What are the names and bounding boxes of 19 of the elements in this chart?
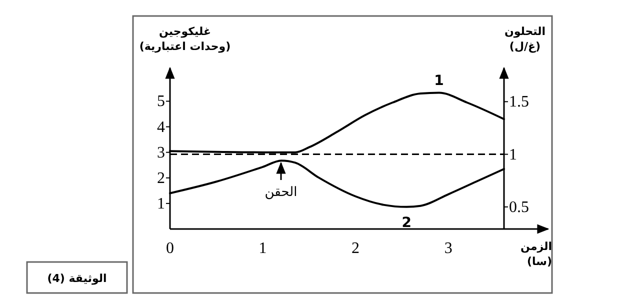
x-tick-label: 3 <box>444 240 452 257</box>
y-tick-label: 2 <box>157 170 165 187</box>
y-tick-label: 1 <box>157 195 165 212</box>
y-tick-label: 5 <box>157 93 165 110</box>
x-tick-label: 1 <box>258 240 267 257</box>
x-axis-title: الزمن (سا) <box>520 240 552 268</box>
y-tick-label: 3 <box>157 144 165 162</box>
y-axis-title: غليكوجين (وحدات اعتبارية) <box>139 25 231 53</box>
text: الوثيقة (4) <box>47 272 107 285</box>
x-tick-label: 2 <box>352 240 360 257</box>
y2-tick-label: 0.5 <box>509 198 529 216</box>
series-label: 1 <box>434 72 444 89</box>
y2-tick-label: 1.5 <box>509 94 529 111</box>
y2-tick-label: 1 <box>509 146 517 164</box>
x-tick-label: 0 <box>166 240 174 257</box>
y-tick-label: 4 <box>157 118 165 136</box>
annotation: الحقن <box>264 185 298 200</box>
series-label: 2 <box>402 214 412 231</box>
y2-axis-title: التحلون (غ/ل) <box>504 25 546 53</box>
